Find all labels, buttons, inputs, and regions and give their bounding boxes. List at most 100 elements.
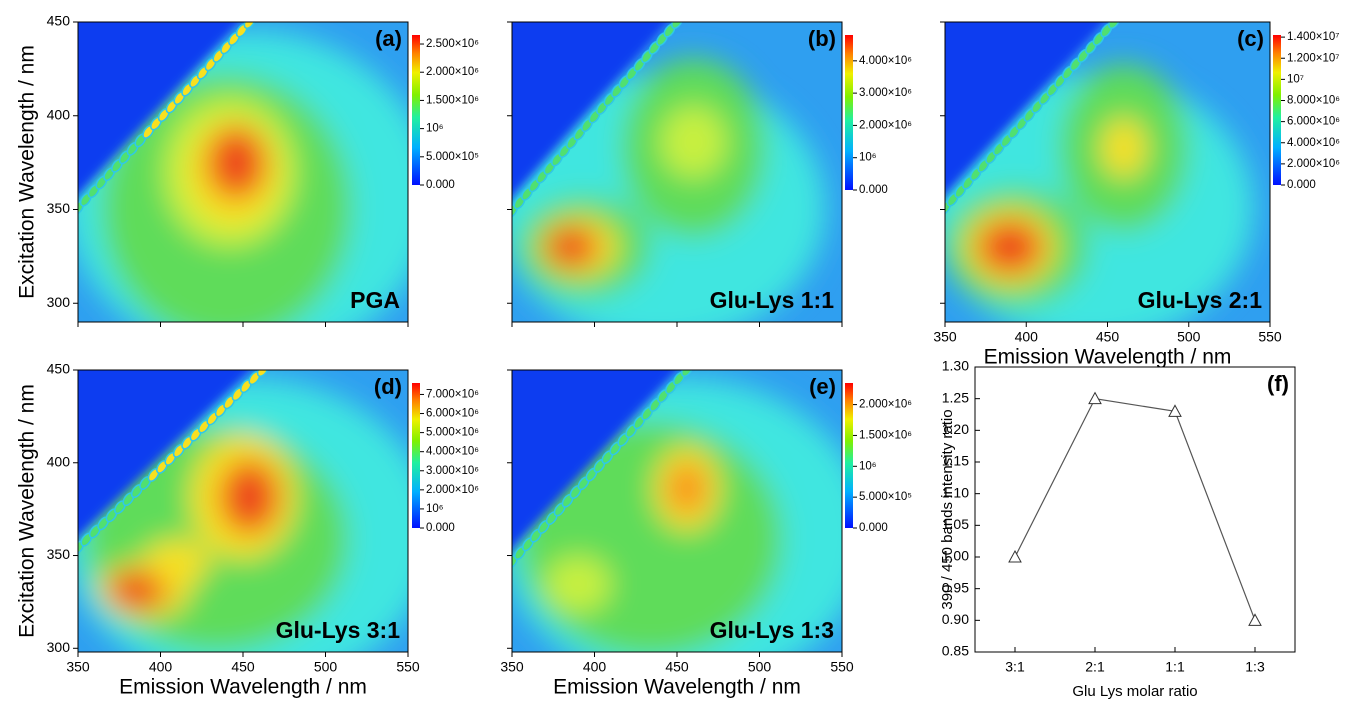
y-axis-label: Excitation Wavelength / nm: [16, 384, 39, 638]
y-tick-label: 0.95: [942, 579, 969, 595]
x-tick-label: 500: [1177, 329, 1201, 345]
colorbar-tick-label: 2.000×10⁶: [426, 484, 479, 496]
x-tick-label: 400: [149, 659, 173, 675]
colorbar-tick-label: 0.000: [859, 184, 888, 196]
y-tick-label: 450: [47, 13, 71, 29]
y-tick-label: 0.85: [942, 643, 969, 659]
colorbar-tick-label: 5.000×10⁵: [859, 491, 912, 503]
x-tick-label: 550: [1258, 329, 1282, 345]
colorbar-tick-label: 1.200×10⁷: [1287, 52, 1339, 64]
y-tick-label: 1.00: [942, 548, 969, 564]
x-axis-label: Emission Wavelength / nm: [119, 676, 367, 699]
rayleigh-spot: [1108, 22, 1120, 29]
colorbar-tick-label: 10⁶: [426, 503, 444, 515]
colorbar-tick-label: 2.000×10⁶: [1287, 158, 1340, 170]
x-tick-label: 450: [665, 659, 689, 675]
y-tick-label: 1.25: [942, 389, 969, 405]
intensity-region: [545, 226, 598, 268]
colorbar-tick-label: 2.500×10⁶: [426, 38, 479, 50]
colorbar-tick-label: 2.000×10⁶: [426, 66, 479, 78]
colorbar-tick-label: 10⁷: [1287, 73, 1304, 85]
scatter-region: [945, 22, 1106, 197]
heatmap: [78, 22, 408, 322]
intensity-region: [107, 570, 168, 610]
y-tick-label: 450: [47, 361, 71, 377]
colorbar-tick-label: 8.000×10⁶: [1287, 95, 1340, 107]
x-tick-label: 2:1: [1085, 659, 1105, 675]
y-axis-label: Excitation Wavelength / nm: [16, 45, 39, 299]
colorbar-tick-label: 1.500×10⁶: [426, 94, 479, 106]
colorbar-tick-label: 3.000×10⁶: [426, 465, 479, 477]
colorbar: [845, 383, 853, 528]
heatmap: [78, 370, 408, 652]
sample-name: Glu-Lys 2:1: [1138, 287, 1263, 313]
y-tick-label: 1.05: [942, 516, 969, 532]
heatmap: [512, 370, 842, 652]
intensity-region: [667, 463, 707, 514]
data-line: [1014, 398, 1256, 621]
y-tick-label: 1.20: [942, 421, 969, 437]
heatmap: [945, 22, 1270, 322]
sample-name: Glu-Lys 1:1: [710, 287, 835, 313]
panel-label: (a): [375, 26, 402, 51]
x-tick-label: 1:1: [1165, 659, 1185, 675]
y-axis-label: 390 / 450 bands intensity ratio: [939, 409, 956, 609]
x-tick-label: 350: [66, 659, 90, 675]
colorbar-tick-label: 7.000×10⁶: [426, 388, 479, 400]
x-axis-label: Emission Wavelength / nm: [553, 676, 801, 699]
panel-label: (f): [1267, 371, 1289, 396]
panel-label: (c): [1237, 26, 1264, 51]
x-tick-label: 400: [583, 659, 607, 675]
intensity-region: [206, 127, 267, 199]
x-tick-label: 3:1: [1005, 659, 1025, 675]
y-tick-label: 350: [47, 546, 71, 562]
intensity-region: [144, 539, 210, 585]
colorbar-tick-label: 0.000: [426, 522, 455, 534]
intensity-region: [219, 460, 280, 534]
intensity-region: [545, 556, 611, 613]
panel-label: (b): [808, 26, 836, 51]
colorbar: [845, 35, 853, 190]
y-tick-label: 1.15: [942, 453, 969, 469]
x-axis-label: Emission Wavelength / nm: [984, 346, 1232, 369]
marker: [1088, 391, 1102, 405]
y-tick-label: 300: [47, 639, 71, 655]
y-tick-label: 400: [47, 453, 71, 469]
y-tick-label: 0.90: [942, 611, 969, 627]
x-tick-label: 400: [1015, 329, 1039, 345]
colorbar-tick-label: 4.000×10⁶: [1287, 137, 1340, 149]
colorbar-tick-label: 0.000: [859, 522, 888, 534]
colorbar-tick-label: 10⁶: [426, 123, 444, 135]
colorbar-tick-label: 0.000: [426, 179, 455, 191]
colorbar-tick-label: 2.000×10⁶: [859, 119, 912, 131]
scatter-region: [78, 370, 253, 539]
x-axis-label: Glu Lys molar ratio: [1072, 683, 1197, 700]
colorbar-tick-label: 10⁶: [859, 460, 877, 472]
x-tick-label: 450: [231, 659, 255, 675]
x-tick-label: 550: [830, 659, 854, 675]
x-tick-label: 350: [500, 659, 524, 675]
x-tick-label: 500: [748, 659, 772, 675]
x-tick-label: 350: [933, 329, 957, 345]
intensity-region: [660, 106, 727, 178]
colorbar-tick-label: 1.500×10⁶: [859, 429, 912, 441]
rayleigh-spot: [243, 22, 256, 29]
colorbar-tick-label: 5.000×10⁵: [426, 151, 479, 163]
y-tick-label: 1.10: [942, 484, 969, 500]
rayleigh-spot: [256, 370, 269, 377]
x-tick-label: 550: [396, 659, 420, 675]
colorbar: [412, 35, 420, 185]
sample-name: Glu-Lys 3:1: [276, 617, 401, 643]
colorbar: [1273, 35, 1281, 185]
rayleigh-spot: [680, 370, 693, 377]
heatmap: [512, 22, 842, 322]
colorbar-tick-label: 0.000: [1287, 179, 1316, 191]
marker: [1168, 404, 1182, 417]
sample-name: Glu-Lys 1:3: [710, 617, 834, 643]
colorbar: [412, 383, 420, 528]
y-tick-label: 400: [47, 106, 71, 122]
sample-name: PGA: [350, 287, 400, 313]
intensity-region: [977, 220, 1043, 274]
colorbar-tick-label: 1.400×10⁷: [1287, 31, 1339, 43]
colorbar-tick-label: 10⁶: [859, 152, 877, 164]
